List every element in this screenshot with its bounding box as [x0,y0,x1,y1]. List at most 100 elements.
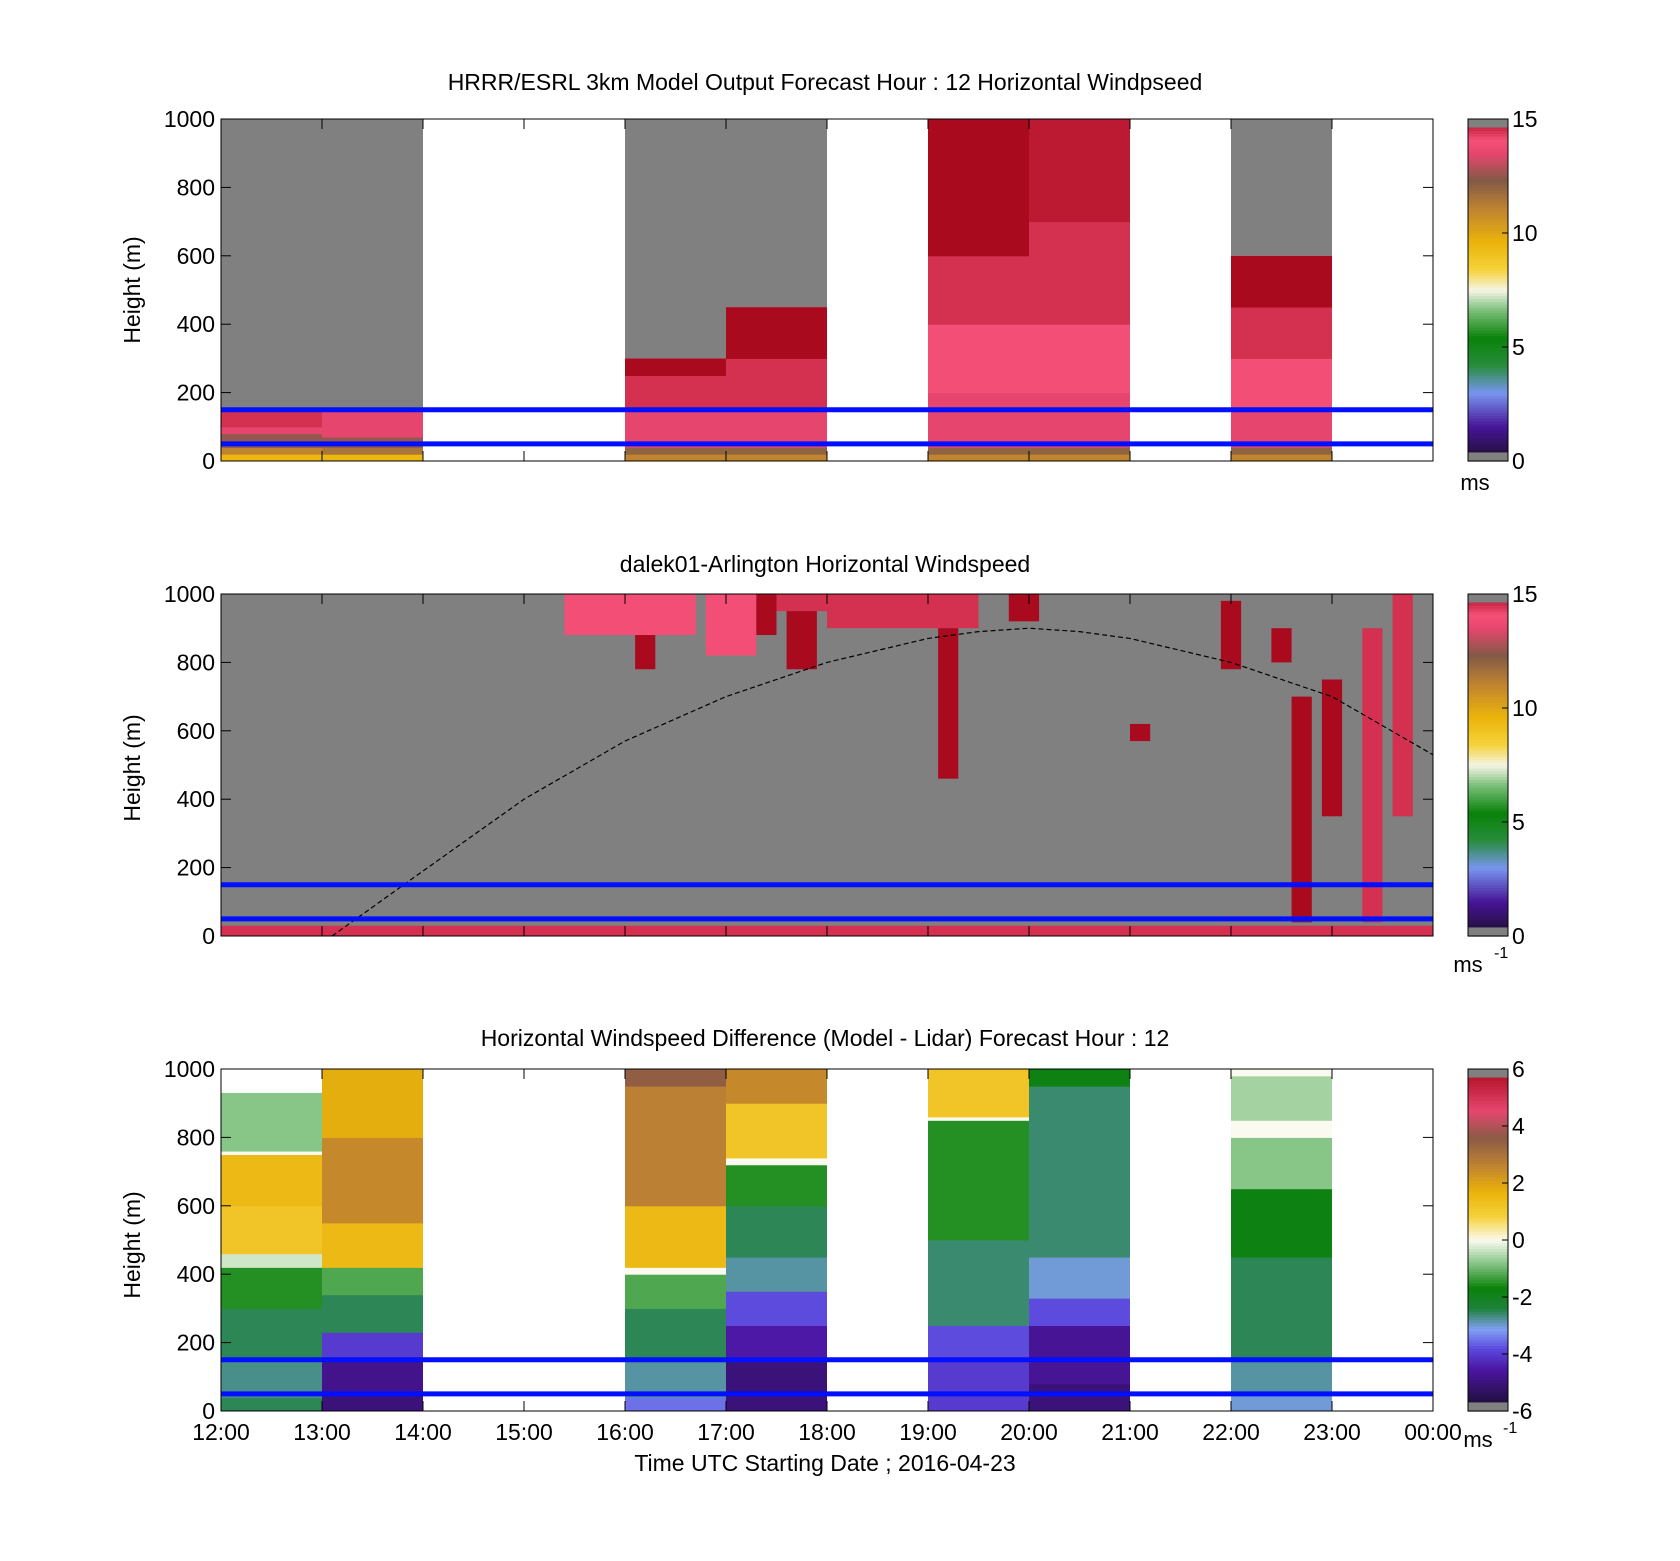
heatmap-cell [1231,358,1332,411]
y-tick-label: 200 [177,380,215,406]
colorbar-segment [1468,807,1508,812]
colorbar-segment [1468,1336,1508,1341]
heatmap-cell [726,1257,827,1292]
colorbar-segment [1468,725,1508,729]
colorbar-segment [1468,215,1508,220]
colorbar-segment [1468,1100,1508,1104]
heatmap-cell [1231,1069,1332,1077]
colorbar-segment [1468,850,1508,854]
colorbar-segment [1468,1234,1508,1238]
heatmap-cell [1029,1298,1130,1326]
lidar-data-segment [1008,594,1040,622]
colorbar-segment [1468,1123,1508,1127]
colorbar-segment [1468,1291,1508,1295]
colorbar-segment [1468,1228,1508,1233]
lidar-data-segment [827,594,979,629]
heatmap-cell [726,1069,827,1104]
lidar-data-segment [1291,696,1312,923]
colorbar-segment [1468,1274,1508,1278]
heatmap-cell [221,454,322,462]
colorbar-segment [1468,369,1508,374]
colorbar-segment [1468,890,1508,894]
x-tick-label: 21:00 [1101,1419,1159,1445]
colorbar-segment [1468,693,1508,698]
colorbar-segment [1468,141,1508,146]
heatmap-cell [625,1205,726,1268]
colorbar-segment [1468,207,1508,211]
colorbar-segment [1468,398,1508,402]
colorbar-segment [1468,1183,1508,1187]
colorbar-segment [1468,727,1508,732]
colorbar-segment [1468,406,1508,411]
colorbar-segment [1468,682,1508,686]
colorbar-segment [1468,790,1508,795]
colorbar-segment [1468,1271,1508,1275]
colorbar-segment [1468,747,1508,752]
colorbar-segment [1468,278,1508,283]
lidar-data-segment [1271,628,1292,663]
colorbar-segment [1468,1302,1508,1307]
y-tick-label: 0 [202,923,215,949]
heatmap-cell [221,447,322,455]
panel-2-plot-area: 0 200 400 600 800 1000 [164,581,1434,949]
colorbar-segment [1468,1211,1508,1215]
colorbar-segment [1468,1348,1508,1352]
x-tick-label: 19:00 [899,1419,957,1445]
heatmap-cell [928,1069,1029,1118]
colorbar-segment [1468,782,1508,786]
colorbar-segment [1468,1171,1508,1176]
heatmap-cell [1231,1075,1332,1121]
y-tick-label: 400 [177,786,215,812]
colorbar-segment [1468,270,1508,274]
missing-data-cell [625,119,726,359]
lidar-data-segment [705,594,757,656]
colorbar-segment [1468,1245,1508,1250]
colorbar-segment [1468,156,1508,160]
colorbar-segment [1468,611,1508,615]
colorbar-segment [1468,836,1508,840]
heatmap-cell [221,1308,322,1361]
colorbar-segment [1468,656,1508,661]
heatmap-cell [1029,1325,1130,1385]
colorbar-segment [1468,241,1508,245]
colorbar-segment [1468,918,1508,923]
colorbar-tick-label: 0 [1512,1227,1525,1253]
colorbar-segment [1468,1177,1508,1181]
colorbar-segment [1468,255,1508,260]
colorbar-segment [1468,327,1508,331]
colorbar-segment [1468,150,1508,154]
colorbar-segment [1468,659,1508,663]
heatmap-cell [221,1151,322,1155]
panel-model-windspeed: HRRR/ESRL 3km Model Output Forecast Hour… [119,69,1538,495]
colorbar-segment [1468,864,1508,869]
colorbar-segment [1468,272,1508,277]
colorbar-segment [1468,193,1508,197]
colorbar-segment [1468,361,1508,365]
colorbar-segment [1468,341,1508,345]
colorbar-segment [1468,1314,1508,1318]
colorbar-segment [1468,887,1508,891]
colorbar-segment [1468,1268,1508,1272]
heatmap-cell [221,426,322,435]
heatmap-cell [1231,307,1332,359]
heatmap-cell [221,1253,322,1268]
colorbar-segment [1468,1277,1508,1281]
colorbar-tick-label: 10 [1512,220,1538,246]
colorbar-tick-label: 5 [1512,334,1525,360]
y-tick-label: 400 [177,311,215,337]
colorbar-segment [1468,426,1508,431]
colorbar-segment [1468,1097,1508,1101]
colorbar-segment [1468,1094,1508,1099]
colorbar-segment [1468,392,1508,397]
colorbar-segment [1468,213,1508,217]
heatmap-cell [322,1069,423,1138]
colorbar-segment [1468,1322,1508,1327]
y-tick-label: 600 [177,718,215,744]
heatmap-cell [625,447,726,455]
heatmap-cell [1029,454,1130,462]
colorbar-segment [1468,358,1508,362]
colorbar-segment [1468,696,1508,701]
colorbar-segment [1468,307,1508,311]
colorbar-segment [1468,1148,1508,1153]
colorbar-segment [1468,1131,1508,1136]
